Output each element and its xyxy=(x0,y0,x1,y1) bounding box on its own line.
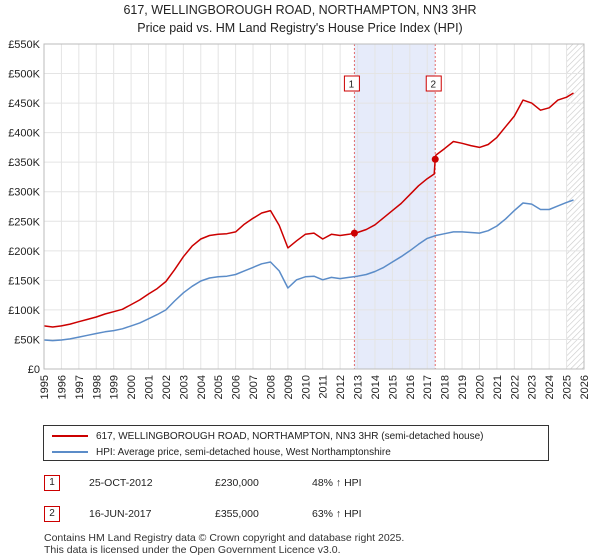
x-tick-label: 2020 xyxy=(474,375,486,399)
x-tick-label: 2013 xyxy=(353,375,365,399)
x-tick-label: 2002 xyxy=(161,375,173,399)
x-tick-label: 2024 xyxy=(544,375,556,399)
x-tick-label: 2019 xyxy=(457,375,469,399)
legend-item-hpi: HPI: Average price, semi-detached house,… xyxy=(52,444,391,460)
footer-licence: This data is licensed under the Open Gov… xyxy=(44,544,341,556)
x-tick-label: 1998 xyxy=(91,375,103,399)
y-tick-label: £450K xyxy=(8,98,40,110)
x-tick-label: 2000 xyxy=(126,375,138,399)
footer-copyright: Contains HM Land Registry data © Crown c… xyxy=(44,532,405,544)
ownership-shading xyxy=(354,44,436,369)
transaction-badge: 2 xyxy=(44,506,60,522)
transaction-price: £355,000 xyxy=(215,508,259,520)
x-tick-label: 2005 xyxy=(213,375,225,399)
x-tick-label: 2023 xyxy=(527,375,539,399)
x-tick-label: 2004 xyxy=(196,375,208,399)
y-tick-label: £200K xyxy=(8,246,40,258)
transaction-hpi-change: 48% ↑ HPI xyxy=(312,477,362,489)
y-tick-label: £50K xyxy=(14,334,40,346)
y-tick-label: £350K xyxy=(8,157,40,169)
x-tick-label: 2015 xyxy=(387,375,399,399)
x-tick-label: 1999 xyxy=(109,375,121,399)
x-tick-label: 2011 xyxy=(318,375,330,399)
annotation-label: 1 xyxy=(349,80,355,91)
chart-title: 617, WELLINGBOROUGH ROAD, NORTHAMPTON, N… xyxy=(123,3,477,17)
x-tick-label: 2001 xyxy=(144,375,156,399)
legend-item-property: 617, WELLINGBOROUGH ROAD, NORTHAMPTON, N… xyxy=(52,428,484,444)
legend-label-property: 617, WELLINGBOROUGH ROAD, NORTHAMPTON, N… xyxy=(96,430,484,442)
transaction-price: £230,000 xyxy=(215,477,259,489)
annotation-label: 2 xyxy=(430,80,436,91)
y-tick-label: £550K xyxy=(8,39,40,51)
x-tick-label: 2025 xyxy=(562,375,574,399)
transaction-date: 25-OCT-2012 xyxy=(89,477,153,489)
x-tick-label: 1996 xyxy=(56,375,68,399)
x-tick-label: 2026 xyxy=(579,375,591,399)
chart-subtitle: Price paid vs. HM Land Registry's House … xyxy=(137,21,463,35)
legend-label-hpi: HPI: Average price, semi-detached house,… xyxy=(96,446,391,458)
price-chart: £0 £50K £100K £150K £200K £250K £300K £350K £400… xyxy=(8,39,591,399)
y-tick-label: £500K xyxy=(8,69,40,81)
legend-swatch-property xyxy=(52,435,88,437)
x-tick-label: 2008 xyxy=(265,375,277,399)
series-line-hpi xyxy=(43,199,574,342)
x-tick-label: 2010 xyxy=(300,375,312,399)
forecast-hatch xyxy=(566,44,584,369)
annotation-box xyxy=(343,75,360,92)
x-tick-label: 1995 xyxy=(39,375,51,399)
y-tick-label: £250K xyxy=(8,216,40,228)
x-tick-label: 2014 xyxy=(370,375,382,399)
plot-border xyxy=(43,43,585,370)
x-tick-label: 2012 xyxy=(335,375,347,399)
x-tick-label: 2009 xyxy=(283,375,295,399)
transaction-row: 2 16-JUN-2017 £355,000 63% ↑ HPI xyxy=(44,506,564,526)
x-tick-label: 2017 xyxy=(422,375,434,399)
plot-area xyxy=(44,44,584,369)
transaction-hpi-change: 63% ↑ HPI xyxy=(312,508,362,520)
x-tick-label: 2021 xyxy=(492,375,504,399)
transaction-row: 1 25-OCT-2012 £230,000 48% ↑ HPI xyxy=(44,475,564,495)
y-tick-label: £300K xyxy=(8,187,40,199)
y-tick-label: £150K xyxy=(8,275,40,287)
x-tick-label: 1997 xyxy=(74,375,86,399)
y-tick-label: £0 xyxy=(28,364,40,376)
transaction-badge: 1 xyxy=(44,475,60,491)
x-tick-label: 2003 xyxy=(178,375,190,399)
y-tick-label: £100K xyxy=(8,305,40,317)
sale-point xyxy=(431,155,439,163)
legend-swatch-hpi xyxy=(52,451,88,453)
x-tick-label: 2018 xyxy=(440,375,452,399)
sale-point xyxy=(350,229,358,237)
x-tick-label: 2016 xyxy=(405,375,417,399)
y-tick-label: £400K xyxy=(8,128,40,140)
x-tick-label: 2006 xyxy=(231,375,243,399)
series-line-property xyxy=(43,92,574,328)
x-tick-label: 2022 xyxy=(509,375,521,399)
annotation-box xyxy=(425,75,442,92)
chart-legend: 617, WELLINGBOROUGH ROAD, NORTHAMPTON, N… xyxy=(43,425,549,461)
x-tick-label: 2007 xyxy=(248,375,260,399)
transaction-date: 16-JUN-2017 xyxy=(89,508,152,520)
